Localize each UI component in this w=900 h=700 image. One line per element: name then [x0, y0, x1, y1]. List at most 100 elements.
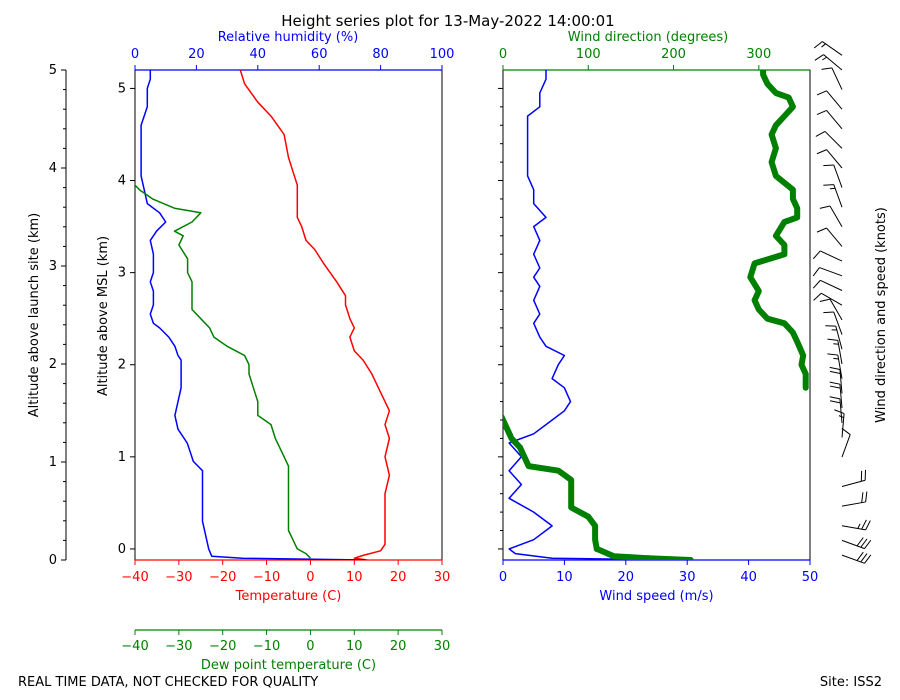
humidity-tick-label: 0 [131, 47, 139, 62]
wind-barb-staff [820, 250, 843, 262]
temperature-line [239, 70, 391, 560]
wind-barb-staff [824, 131, 843, 149]
wind-barb-staff [820, 292, 843, 306]
wind-barb-feather [827, 338, 838, 341]
wind-dir-line [503, 412, 694, 560]
wind-barb [816, 109, 843, 130]
msl-tick-label: 5 [118, 81, 126, 96]
wind-barb [823, 164, 843, 188]
wind-panel: 0 10 20 30 40 50 Wind speed (m/s) 0 100 200 300 Win… [498, 30, 818, 604]
wind-barb-feather [816, 90, 827, 96]
wind-dir-line [747, 70, 809, 391]
temperature-tick-label: 0 [306, 570, 314, 585]
wind-barb [841, 519, 871, 531]
wind-barb-feather [823, 184, 834, 186]
wind-barb [841, 537, 872, 550]
dewpoint-tick-label: −20 [209, 639, 236, 654]
outer-tick-label: 1 [49, 455, 57, 470]
msl-axis-label: Altitude above MSL (km) [96, 236, 111, 396]
wind-barb [827, 338, 843, 365]
wind-barb-feather [827, 353, 838, 356]
wind-speed-axis-label: Wind speed (m/s) [599, 589, 713, 604]
dewpoint-tick-label: 20 [390, 639, 407, 654]
wind-barb-feather [829, 396, 841, 400]
temperature-tick-label: 20 [390, 570, 407, 585]
wind-barb-column: Wind direction and speed (knots) [812, 41, 889, 564]
footer-site: Site: ISS2 [820, 675, 882, 690]
temperature-tick-label: 30 [434, 570, 451, 585]
humidity-tick-label: 60 [311, 47, 328, 62]
wind-barb [814, 54, 843, 71]
wind-barb [819, 205, 843, 228]
humidity-line [140, 70, 366, 560]
wind-barb [816, 90, 843, 110]
wind-barb-feather [813, 41, 823, 49]
wind-barb-staff [841, 434, 851, 458]
humidity-tick-label: 80 [372, 47, 389, 62]
wind-barb-staff [829, 298, 843, 321]
dewpoint-tick-label: −40 [121, 639, 148, 654]
msl-tick-label: 0 [118, 542, 126, 557]
outer-tick-label: 5 [49, 63, 57, 78]
wind-barb [829, 381, 843, 409]
temperature-tick-label: −10 [253, 570, 280, 585]
wind-barb-feather [813, 292, 822, 301]
wind-barb [812, 250, 843, 262]
wind-barb [813, 41, 843, 56]
wind-barb [816, 227, 843, 247]
wind-barb-staff [841, 479, 866, 487]
wind-barb-axis-label: Wind direction and speed (knots) [874, 207, 889, 423]
wind-barb-half-feather [857, 523, 861, 529]
wind-dir-axis-label: Wind direction (degrees) [568, 30, 728, 45]
wind-barb-feather [819, 205, 831, 209]
dewpoint-tick-label: −10 [253, 639, 280, 654]
humidity-tick-label: 40 [250, 47, 267, 62]
outer-altitude-axis: 0 1 2 3 4 5 Altitude above launch site (km) [27, 63, 67, 568]
dewpoint-tick-label: 10 [346, 639, 363, 654]
wind-dir-point [687, 557, 694, 560]
wind-barb [841, 427, 851, 458]
wind-barb-feather [856, 551, 864, 561]
wind-barb-feather [812, 280, 821, 289]
wind-speed-tick-label: 30 [679, 570, 696, 585]
chart-title: Height series plot for 13-May-2022 14:00… [281, 12, 614, 30]
wind-barb-feather [829, 400, 841, 404]
wind-dir-tick-label: 0 [499, 47, 507, 62]
wind-barb [812, 279, 843, 291]
wind-barb-half-feather [833, 343, 839, 345]
humidity-axis-label: Relative humidity (%) [218, 30, 359, 45]
footer-quality-note: REAL TIME DATA, NOT CHECKED FOR QUALITY [18, 675, 318, 690]
wind-barb-feather [829, 370, 841, 374]
wind-barb-staff [826, 110, 843, 130]
wind-barb-feather [829, 381, 841, 385]
wind-speed-tick-label: 50 [802, 570, 819, 585]
wind-barb-staff [831, 67, 843, 90]
temperature-tick-label: −20 [209, 570, 236, 585]
wind-dir-point [593, 545, 600, 552]
wind-barb-staff [826, 227, 843, 247]
msl-tick-label: 4 [118, 174, 126, 189]
dewpoint-axis-label: Dew point temperature (C) [201, 658, 376, 673]
outer-axis-label: Altitude above launch site (km) [27, 213, 42, 417]
wind-barb-staff [833, 164, 843, 188]
wind-barb-feather [865, 491, 868, 502]
wind-barb-feather [864, 539, 872, 549]
outer-tick-label: 0 [49, 553, 57, 568]
wind-barb [815, 130, 843, 149]
humidity-tick-label: 20 [188, 47, 205, 62]
msl-tick-label: 3 [118, 266, 126, 281]
wind-barb-feather [823, 311, 834, 314]
wind-barb [813, 292, 843, 306]
wind-speed-line [508, 70, 688, 560]
wind-barb-staff [826, 90, 843, 110]
wind-barb-feather [856, 537, 864, 547]
wind-barb [841, 491, 868, 507]
wind-barb-feather [861, 519, 867, 530]
wind-barb-feather [816, 109, 827, 116]
wind-barb-feather [812, 267, 820, 277]
wind-barb-feather [821, 67, 832, 70]
wind-barb-feather [823, 164, 834, 167]
wind-barb [812, 267, 843, 277]
wind-speed-tick-label: 20 [618, 570, 635, 585]
